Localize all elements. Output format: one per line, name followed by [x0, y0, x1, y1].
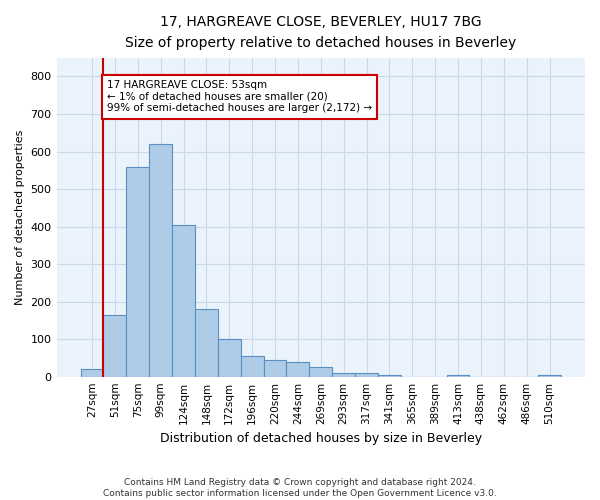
Bar [195, 309, 218, 376]
X-axis label: Distribution of detached houses by size in Beverley: Distribution of detached houses by size … [160, 432, 482, 445]
Bar [218, 339, 241, 376]
Bar [310, 368, 332, 376]
Text: 17 HARGREAVE CLOSE: 53sqm
← 1% of detached houses are smaller (20)
99% of semi-d: 17 HARGREAVE CLOSE: 53sqm ← 1% of detach… [107, 80, 372, 114]
Bar [241, 356, 263, 376]
Bar [103, 315, 127, 376]
Bar [332, 373, 355, 376]
Bar [378, 375, 401, 376]
Bar [127, 166, 149, 376]
Bar [355, 373, 378, 376]
Bar [80, 369, 103, 376]
Text: Contains HM Land Registry data © Crown copyright and database right 2024.
Contai: Contains HM Land Registry data © Crown c… [103, 478, 497, 498]
Bar [263, 360, 286, 376]
Bar [286, 362, 310, 376]
Y-axis label: Number of detached properties: Number of detached properties [15, 130, 25, 305]
Title: 17, HARGREAVE CLOSE, BEVERLEY, HU17 7BG
Size of property relative to detached ho: 17, HARGREAVE CLOSE, BEVERLEY, HU17 7BG … [125, 15, 517, 50]
Bar [149, 144, 172, 376]
Bar [446, 375, 469, 376]
Bar [172, 224, 195, 376]
Bar [538, 375, 561, 376]
